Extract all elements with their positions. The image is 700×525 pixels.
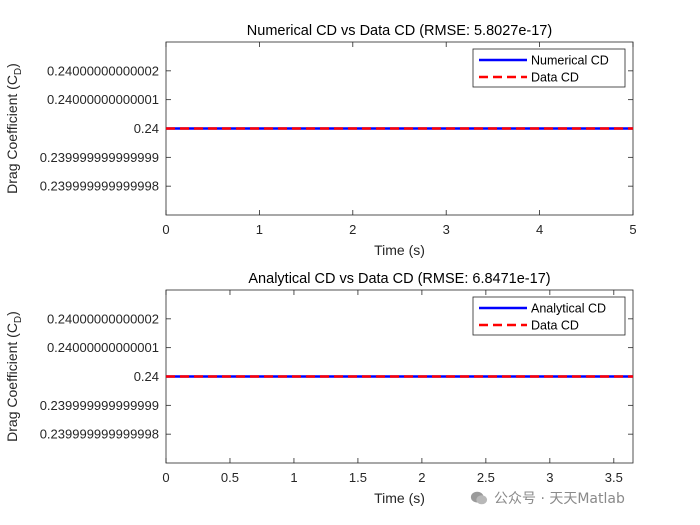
x-tick-label: 0 xyxy=(162,222,169,237)
x-tick-label: 4 xyxy=(536,222,543,237)
legend-label-2: Data CD xyxy=(531,319,579,333)
y-tick-label: 0.239999999999999 xyxy=(40,398,159,413)
y-axis-label: Drag Coefficient (CD) xyxy=(4,311,24,442)
y-tick-label: 0.239999999999998 xyxy=(40,179,159,194)
x-tick-label: 3 xyxy=(546,470,553,485)
x-tick-label: 5 xyxy=(629,222,636,237)
y-tick-label: 0.24000000000002 xyxy=(47,63,159,78)
y-axis-label: Drag Coefficient (CD) xyxy=(4,63,24,194)
x-tick-label: 2 xyxy=(349,222,356,237)
legend-label-1: Numerical CD xyxy=(531,54,609,68)
y-tick-label: 0.24 xyxy=(134,121,159,136)
watermark-text: 公众号 · 天天Matlab xyxy=(494,491,625,507)
x-tick-label: 2 xyxy=(418,470,425,485)
x-axis-label: Time (s) xyxy=(374,242,425,258)
y-tick-label: 0.24000000000001 xyxy=(47,340,159,355)
y-tick-label: 0.24 xyxy=(134,369,159,384)
chat-bubble-icon xyxy=(470,491,488,505)
legend-label-1: Analytical CD xyxy=(531,302,606,316)
chart-title: Analytical CD vs Data CD (RMSE: 6.8471e-… xyxy=(248,271,550,287)
legend-label-2: Data CD xyxy=(531,71,579,85)
x-axis-label: Time (s) xyxy=(374,490,425,506)
x-tick-label: 1 xyxy=(290,470,297,485)
legend: Numerical CD Data CD xyxy=(472,48,626,88)
watermark: 公众号 · 天天Matlab xyxy=(470,487,690,509)
x-tick-label: 0 xyxy=(162,470,169,485)
x-tick-label: 1 xyxy=(256,222,263,237)
chart-2: Analytical CD vs Data CD (RMSE: 6.8471e-… xyxy=(4,271,634,506)
legend: Analytical CD Data CD xyxy=(472,296,626,336)
x-tick-label: 0.5 xyxy=(221,470,239,485)
chart-1: Numerical CD vs Data CD (RMSE: 5.8027e-1… xyxy=(4,23,637,258)
chart-title: Numerical CD vs Data CD (RMSE: 5.8027e-1… xyxy=(247,23,552,39)
y-tick-label: 0.239999999999999 xyxy=(40,150,159,165)
y-tick-label: 0.24000000000001 xyxy=(47,92,159,107)
x-tick-label: 3 xyxy=(443,222,450,237)
legend-box xyxy=(472,48,626,88)
y-tick-label: 0.24000000000002 xyxy=(47,311,159,326)
x-tick-label: 3.5 xyxy=(605,470,623,485)
y-tick-label: 0.239999999999998 xyxy=(40,427,159,442)
legend-box xyxy=(472,296,626,336)
x-tick-label: 1.5 xyxy=(349,470,367,485)
x-tick-label: 2.5 xyxy=(477,470,495,485)
